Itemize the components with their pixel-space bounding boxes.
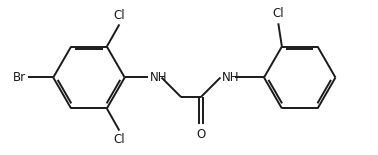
Text: NH: NH	[222, 71, 240, 84]
Text: Cl: Cl	[113, 133, 125, 146]
Text: Cl: Cl	[273, 7, 284, 20]
Text: NH: NH	[150, 71, 167, 84]
Text: Cl: Cl	[113, 9, 125, 22]
Text: Br: Br	[13, 71, 26, 84]
Text: O: O	[196, 128, 205, 141]
